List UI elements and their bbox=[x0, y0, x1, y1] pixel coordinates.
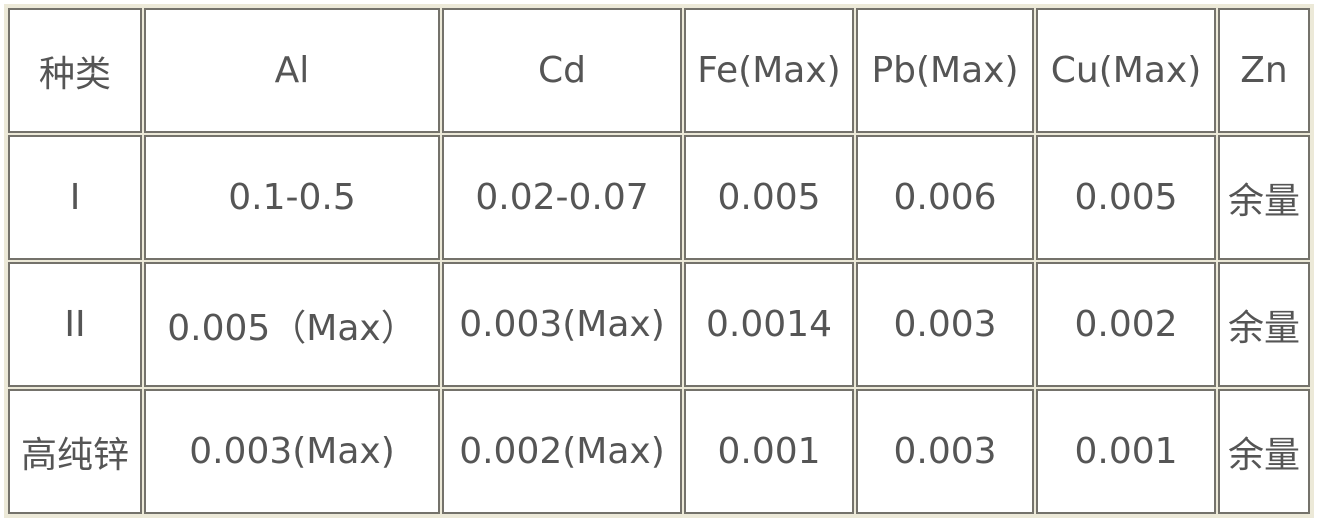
header-cell: 种类 bbox=[8, 8, 142, 133]
table-cell: 余量 bbox=[1218, 135, 1310, 260]
header-cell: Cd bbox=[442, 8, 682, 133]
table-cell: I bbox=[8, 135, 142, 260]
table-cell: 0.001 bbox=[1036, 389, 1216, 514]
header-cell: Cu(Max) bbox=[1036, 8, 1216, 133]
table-row: 高纯锌 0.003(Max) 0.002(Max) 0.001 0.003 0.001 余量 bbox=[8, 389, 1310, 514]
table-row: I 0.1-0.5 0.02-0.07 0.005 0.006 0.005 余量 bbox=[8, 135, 1310, 260]
header-cell: Pb(Max) bbox=[856, 8, 1034, 133]
table-cell: 余量 bbox=[1218, 262, 1310, 387]
table-cell: 0.003(Max) bbox=[144, 389, 440, 514]
table-cell: 0.003 bbox=[856, 389, 1034, 514]
header-cell: Al bbox=[144, 8, 440, 133]
table-cell: 余量 bbox=[1218, 389, 1310, 514]
table-cell: 0.002(Max) bbox=[442, 389, 682, 514]
table-cell: 0.006 bbox=[856, 135, 1034, 260]
table-cell: 0.0014 bbox=[684, 262, 854, 387]
table-cell: 0.1-0.5 bbox=[144, 135, 440, 260]
table-cell: 0.003 bbox=[856, 262, 1034, 387]
table-cell: 0.001 bbox=[684, 389, 854, 514]
table-cell: 0.005（Max） bbox=[144, 262, 440, 387]
header-cell: Fe(Max) bbox=[684, 8, 854, 133]
header-cell: Zn bbox=[1218, 8, 1310, 133]
table-cell: 0.005 bbox=[1036, 135, 1216, 260]
table-cell: II bbox=[8, 262, 142, 387]
table-cell: 0.002 bbox=[1036, 262, 1216, 387]
header-row: 种类 Al Cd Fe(Max) Pb(Max) Cu(Max) Zn bbox=[8, 8, 1310, 133]
table-row: II 0.005（Max） 0.003(Max) 0.0014 0.003 0.002 余量 bbox=[8, 262, 1310, 387]
composition-table: 种类 Al Cd Fe(Max) Pb(Max) Cu(Max) Zn I 0.1-0.5 0.0… bbox=[4, 4, 1314, 518]
table-cell: 高纯锌 bbox=[8, 389, 142, 514]
table-cell: 0.02-0.07 bbox=[442, 135, 682, 260]
table-cell: 0.005 bbox=[684, 135, 854, 260]
table-cell: 0.003(Max) bbox=[442, 262, 682, 387]
